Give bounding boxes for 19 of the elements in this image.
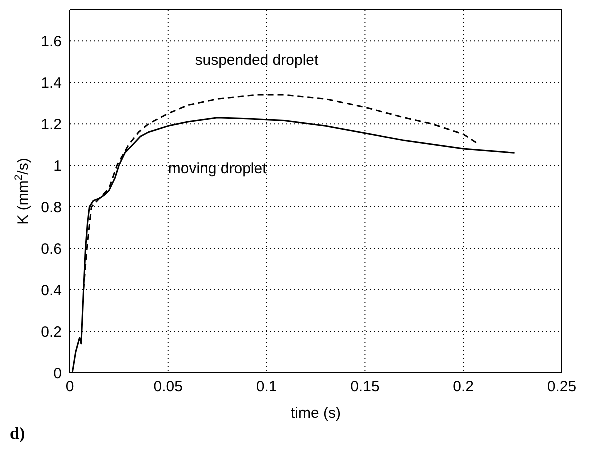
x-tick-label: 0.15 — [350, 378, 380, 396]
y-tick-label: 1 — [54, 158, 62, 175]
x-axis-title: time (s) — [291, 405, 341, 422]
x-tick-label: 0.1 — [256, 378, 278, 396]
y-tick-label: 0 — [54, 365, 62, 382]
text: moving droplet — [168, 160, 268, 178]
y-tick-label: 0.6 — [41, 240, 62, 258]
x-tick-label: 0.2 — [453, 378, 474, 396]
y-tick-label: 1.6 — [41, 33, 62, 50]
x-tick-label: 0.05 — [154, 378, 183, 396]
text: d) — [10, 424, 26, 444]
x-tick-label: 0.25 — [547, 378, 577, 396]
y-tick-label: 1.2 — [41, 116, 62, 134]
x-tick-label: 0 — [66, 378, 74, 396]
series-label: suspended droplet — [195, 52, 320, 70]
y-tick-label: 0.4 — [41, 282, 62, 300]
y-tick-label: 0.8 — [41, 199, 62, 216]
y-tick-label: 1.4 — [41, 74, 62, 92]
y-tick-label: 0.2 — [41, 324, 62, 341]
